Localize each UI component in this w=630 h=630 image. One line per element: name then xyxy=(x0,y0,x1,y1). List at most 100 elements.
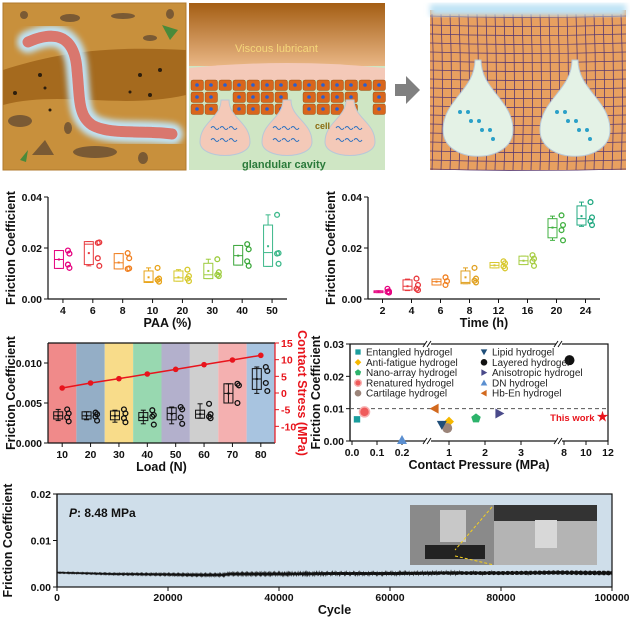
data-point xyxy=(264,367,271,375)
data-point xyxy=(472,279,480,286)
data-point xyxy=(245,262,252,269)
x-tick-label: 10 xyxy=(580,447,592,459)
mucin-strand xyxy=(210,138,220,142)
cell-nucleus xyxy=(265,95,269,99)
x-tick-label: 8 xyxy=(561,447,567,459)
y-tick-label: 0.02 xyxy=(31,489,52,501)
data-point xyxy=(264,387,271,395)
x-axis-title: Load (N) xyxy=(136,460,187,474)
legend-item: Renatured hydrogel xyxy=(353,378,454,389)
box-2 xyxy=(373,285,393,296)
x-tick-label: 20000 xyxy=(153,592,182,604)
label-glandular-cavity: glandular cavity xyxy=(242,159,327,171)
leaf xyxy=(162,25,178,40)
box-20 xyxy=(547,212,567,244)
box-8 xyxy=(460,264,480,286)
network-line xyxy=(440,13,443,171)
data-point xyxy=(214,256,221,263)
y-axis-title: Friction Coefficient xyxy=(309,335,323,450)
box-40 xyxy=(233,241,252,269)
lubricant-molecule xyxy=(469,119,473,123)
box-10 xyxy=(53,406,72,425)
marker-triangle-up xyxy=(397,435,407,445)
hydrogel-reservoirs xyxy=(442,59,611,157)
y-tick-label: 0.010 xyxy=(16,358,42,370)
data-point xyxy=(558,212,565,219)
cell-nucleus xyxy=(223,83,227,87)
x-tick-label: 80 xyxy=(255,449,267,461)
cell-nucleus xyxy=(195,107,199,111)
data-point xyxy=(124,250,131,257)
cell-nucleus xyxy=(209,83,213,87)
legend-label: Entangled hydrogel xyxy=(366,348,452,359)
leaf xyxy=(20,150,28,162)
photo-closeup-top xyxy=(494,505,597,521)
x-tick-label: 10 xyxy=(56,449,68,461)
data-point xyxy=(559,222,567,229)
reservoir xyxy=(442,59,514,157)
data-point xyxy=(96,239,103,246)
y-tick-label: 0.00 xyxy=(31,582,52,594)
legend-item: Hb-En hydrogel xyxy=(480,389,561,400)
box xyxy=(113,253,124,270)
x-tick-label: 40000 xyxy=(264,592,293,604)
arrow-right-icon xyxy=(395,76,420,104)
data-point xyxy=(179,420,186,427)
y-axis-title: Friction Coefficient xyxy=(4,190,18,305)
x-tick-label: 0.1 xyxy=(370,447,385,459)
x-tick-label: 8 xyxy=(120,305,126,317)
lubricant-molecule xyxy=(585,128,589,132)
mucin-strand xyxy=(290,138,300,142)
data-point xyxy=(530,262,538,269)
mean-marker xyxy=(85,414,88,417)
y-axis-title: Friction Coefficient xyxy=(1,483,15,598)
x-tick-label: 0 xyxy=(54,592,60,604)
cell-nucleus xyxy=(321,83,325,87)
lubricant-molecule xyxy=(488,128,492,132)
y-tick-label: 0.00 xyxy=(324,436,345,448)
x-tick-label: 6 xyxy=(438,305,444,317)
marker-star xyxy=(596,410,609,422)
contact-stress-point xyxy=(144,371,151,377)
point-cartilage-hydrogel xyxy=(442,423,453,434)
worm xyxy=(22,30,178,140)
annotation-this-work: This work xyxy=(550,413,595,424)
y-tick-label: 0.02 xyxy=(324,371,345,383)
data-point xyxy=(588,222,596,229)
cell-nucleus xyxy=(335,107,339,111)
band-10 xyxy=(48,343,77,443)
cell-nucleus xyxy=(265,107,269,111)
cell-nucleus xyxy=(237,83,241,87)
network-line xyxy=(429,15,627,18)
contact-stress-point xyxy=(258,352,264,359)
box-6 xyxy=(431,274,451,289)
mean-marker xyxy=(170,413,173,416)
data-point xyxy=(122,419,129,426)
data-point xyxy=(587,199,594,206)
box-10 xyxy=(143,264,163,285)
point-nano-array-hydrogel xyxy=(471,413,481,423)
mean-marker xyxy=(57,258,60,261)
cell-nucleus xyxy=(237,107,241,111)
marker-circle xyxy=(564,355,575,366)
mucin-strand xyxy=(290,126,300,130)
legend-label: Lipid hydrogel xyxy=(492,348,554,359)
legend-label: Hb-En hydrogel xyxy=(492,389,561,400)
axis-break-mark xyxy=(553,437,563,445)
contact-stress-point xyxy=(59,385,65,391)
data-point xyxy=(64,247,71,254)
mean-marker xyxy=(551,226,554,229)
cell-nucleus xyxy=(251,95,255,99)
cell-nucleus xyxy=(307,95,311,99)
axis-break-gap xyxy=(425,438,431,444)
photo-stage xyxy=(425,545,485,559)
cell-nucleus xyxy=(307,83,311,87)
data-point xyxy=(558,227,565,234)
marker-pentagon xyxy=(354,369,362,376)
network-line xyxy=(429,87,627,90)
label-cell: cell xyxy=(315,121,330,131)
marker-diamond xyxy=(354,359,362,366)
x-tick-label: 4 xyxy=(409,305,415,317)
data-point xyxy=(471,264,478,271)
cell-nucleus xyxy=(195,83,199,87)
